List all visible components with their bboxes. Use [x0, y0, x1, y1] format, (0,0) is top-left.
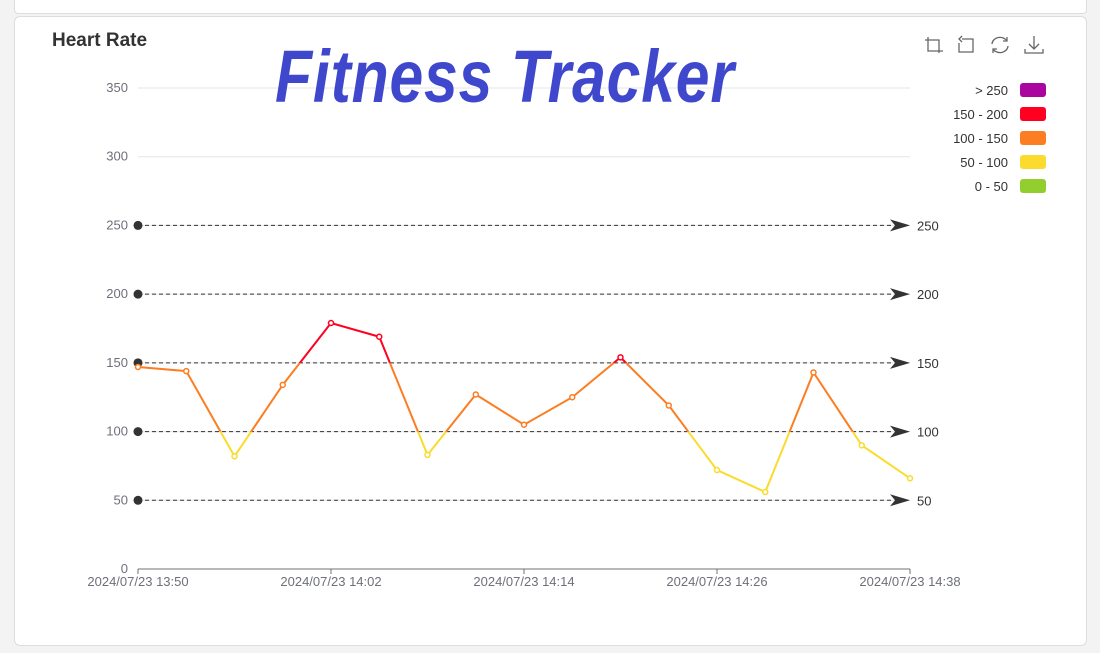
restore-icon[interactable]: [955, 34, 977, 56]
legend-label: 50 - 100: [960, 155, 1008, 170]
series-line-segment: [138, 323, 910, 492]
data-point: [906, 475, 914, 482]
y-tick-label: 150: [106, 355, 128, 370]
mark-line-arrow: [890, 288, 910, 301]
mark-line-arrow: [890, 425, 910, 438]
data-point: [713, 466, 721, 474]
mark-line-label: 250: [917, 218, 939, 233]
banner-title: Fitness Tracker: [275, 35, 735, 118]
data-point: [762, 488, 769, 496]
y-tick-label: 350: [106, 80, 128, 95]
mark-line-start-dot: [133, 427, 143, 437]
refresh-icon[interactable]: [989, 34, 1011, 56]
chart-card: [14, 16, 1087, 646]
x-tick-label: 2024/07/23 14:14: [473, 574, 574, 589]
mark-line-arrow: [890, 219, 910, 232]
mark-line-start-dot: [133, 220, 143, 230]
crop-icon[interactable]: [924, 34, 946, 56]
data-point: [376, 333, 383, 340]
legend-swatch: [1020, 155, 1046, 169]
legend-label: 0 - 50: [975, 179, 1008, 194]
x-tick-label: 2024/07/23 14:02: [280, 574, 381, 589]
x-tick-label: 2024/07/23 14:26: [666, 574, 767, 589]
data-point: [231, 453, 238, 460]
legend-swatch: [1020, 131, 1046, 145]
mark-line-start-dot: [133, 495, 143, 505]
mark-line-start-dot: [133, 289, 143, 299]
data-point: [858, 442, 865, 449]
y-tick-label: 0: [121, 561, 128, 576]
data-point: [279, 381, 286, 389]
data-point: [810, 369, 817, 376]
mark-line-label: 150: [917, 356, 939, 371]
y-tick-label: 50: [114, 492, 128, 507]
data-point: [569, 393, 576, 401]
series-line-segment: [137, 362, 854, 432]
mark-line-label: 50: [917, 493, 931, 508]
download-icon[interactable]: [1023, 34, 1045, 56]
data-point: [617, 354, 624, 361]
y-tick-label: 200: [106, 286, 128, 301]
legend-swatch: [1020, 179, 1046, 193]
mark-line-label: 100: [917, 425, 939, 440]
data-point: [520, 421, 528, 428]
mark-line-label: 200: [917, 287, 939, 302]
series-line-segment: [138, 323, 910, 492]
legend-swatch: [1020, 83, 1046, 97]
legend-swatch: [1020, 107, 1046, 121]
data-point: [424, 451, 431, 459]
legend-label: 100 - 150: [953, 131, 1008, 146]
data-point: [472, 391, 479, 398]
series-line-segment: [219, 431, 911, 494]
y-tick-label: 300: [106, 149, 128, 164]
mark-line-arrow: [890, 494, 910, 507]
previous-card: [14, 0, 1087, 14]
legend-label: 150 - 200: [953, 107, 1008, 122]
data-point: [134, 363, 142, 371]
chart-title: Heart Rate: [52, 30, 148, 51]
x-tick-label: 2024/07/23 13:50: [87, 574, 188, 589]
data-point: [183, 367, 190, 375]
data-point: [327, 319, 335, 327]
data-point: [665, 402, 672, 409]
y-tick-label: 250: [106, 217, 128, 232]
x-tick-label: 2024/07/23 14:38: [859, 574, 960, 589]
mark-line-arrow: [890, 356, 910, 369]
series-line-segment: [298, 321, 628, 363]
y-tick-label: 100: [106, 424, 128, 439]
legend-label: > 250: [975, 83, 1008, 98]
